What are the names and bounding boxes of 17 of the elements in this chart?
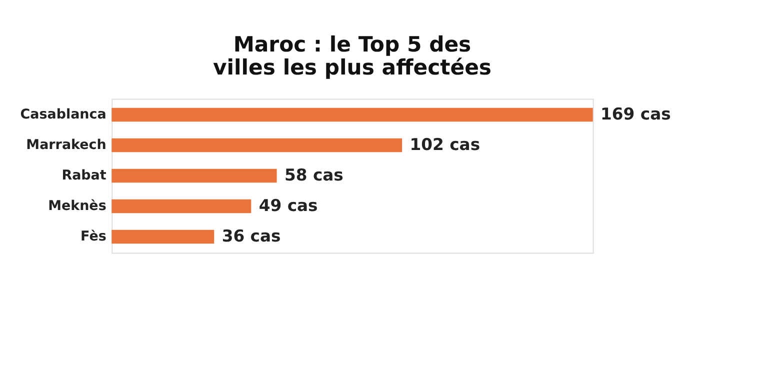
y-tick-label: Fès — [80, 228, 106, 245]
y-tick-label: Meknès — [48, 198, 106, 214]
y-tick-label: Marrakech — [26, 137, 106, 154]
data-label: 169 cas — [600, 104, 671, 124]
y-tick-label: Rabat — [62, 168, 107, 184]
bar — [112, 108, 593, 122]
bar — [112, 230, 214, 244]
text: Maroc : le Top 5 des — [233, 32, 472, 57]
data-label: 58 cas — [284, 166, 344, 185]
data-label: 102 cas — [410, 135, 480, 154]
data-label: 49 cas — [258, 196, 318, 216]
bar — [112, 199, 252, 214]
bar — [112, 138, 402, 152]
y-tick-label: Casablanca — [20, 106, 106, 123]
text: villes les plus affectées — [212, 54, 492, 80]
bar — [112, 168, 277, 183]
data-label: 36 cas — [222, 226, 281, 246]
